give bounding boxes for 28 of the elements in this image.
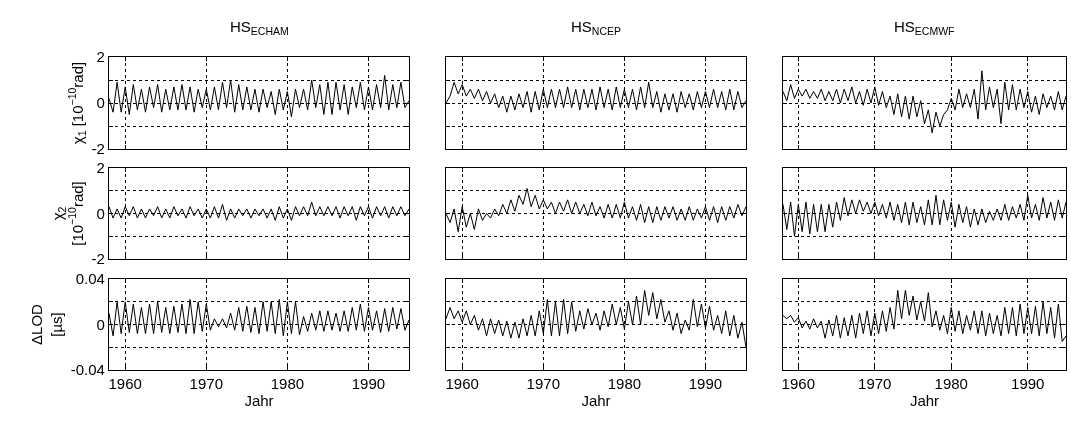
y-tick-label: 0.04: [75, 270, 105, 288]
x-tick-label: 1980: [934, 375, 968, 393]
x-axis-title: Jahr: [909, 392, 940, 410]
y-tick-label: 0: [96, 94, 105, 112]
x-axis-title: Jahr: [244, 392, 274, 410]
x-tick-label: 1960: [781, 375, 815, 393]
x-axis-title: Jahr: [581, 392, 611, 410]
chart-title: HS$_{ECMWF}$: [894, 18, 955, 38]
y-tick-label: 0: [96, 204, 105, 222]
x-tick-label: 1960: [445, 375, 479, 393]
chart-title: HS$_{ECHAM}$: [230, 18, 289, 38]
y-tick-label: -2: [91, 140, 105, 158]
y-tick-label: 0: [96, 315, 105, 333]
chart-title: HS$_{NCEP}$: [571, 18, 622, 38]
y-axis-title: ΔLOD [µs]: [28, 303, 65, 345]
x-tick-label: 1970: [189, 375, 223, 393]
x-tick-label: 1980: [270, 375, 305, 393]
x-tick-label: 1990: [351, 375, 386, 393]
x-tick-label: 1990: [1011, 375, 1045, 393]
x-tick-label: 1960: [108, 375, 142, 393]
x-tick-label: 1990: [688, 375, 723, 393]
x-tick-label: 1980: [607, 375, 642, 393]
x-tick-label: 1970: [858, 375, 892, 393]
y-tick-label: -0.04: [70, 361, 105, 379]
y-tick-label: -2: [91, 250, 105, 268]
y-tick-label: 2: [96, 48, 105, 66]
y-tick-label: 2: [96, 159, 105, 177]
x-tick-label: 1970: [526, 375, 560, 393]
